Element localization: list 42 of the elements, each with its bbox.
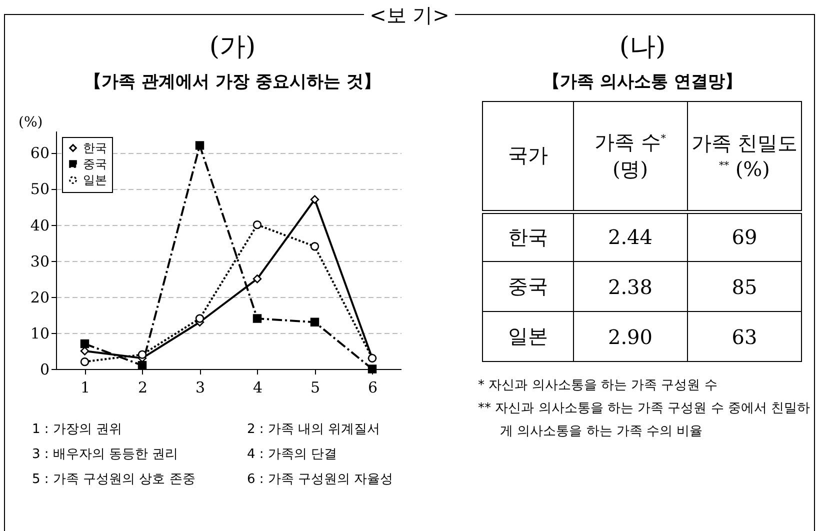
category-label: 중국 [482,262,573,312]
x-tick-label: 4 [252,378,263,396]
text: 5 : 가족 구성원의 상호 존중 [32,471,196,488]
y-tick-label: 40 [30,216,50,234]
text: (나) [618,31,667,64]
text: 2 : 가족 내의 위계질서 [247,421,382,438]
legend-label: 일본 [83,173,107,187]
category-label: 한국 [482,212,573,262]
category-label: 일본 [482,312,573,362]
text: 6 : 가족 구성원의 자율성 [247,471,394,488]
x-tick-label: 3 [195,378,206,396]
legend-label: 중국 [83,157,107,171]
x-tick-label: 5 [310,378,320,396]
text: 국가 [482,102,573,212]
data-label: 2.90 [573,312,688,362]
legend-label: 한국 [83,141,107,155]
text: 【가족 의사소통 연결망】 [542,71,743,93]
y-tick-label: 10 [30,324,50,342]
y-tick-label: 20 [30,288,50,306]
y-axis-title: (%) [18,114,43,130]
y-tick-label: 50 [30,180,50,198]
y-tick-label: 30 [30,252,50,270]
text: 가족 친밀도$^{**}$ (%) [687,102,802,212]
text: 1 : 가장의 권위 [32,421,124,438]
text: ** 자신과 의사소통을 하는 가족 구성원 수 중에서 친밀하게 의사소통을 하는 가족 수의 비율 [478,400,812,441]
chart-subtitle: 【가족 관계에서 가장 중요시하는 것】 [84,71,382,93]
data-label: 2.38 [573,262,688,312]
x-tick-label: 1 [80,378,90,396]
text: <보 기> [364,3,456,27]
data-label: 85 [687,262,802,312]
x-tick-label: 2 [138,378,148,396]
y-tick-label: 60 [30,144,50,162]
text: * 자신과 의사소통을 하는 가족 구성원 수 [478,377,718,395]
text: 3 : 배우자의 동등한 권리 [32,446,180,463]
data-label: 69 [687,212,802,262]
x-tick-label: 6 [368,378,378,396]
text: 4 : 가족의 단결 [247,446,338,463]
data-label: 2.44 [573,212,688,262]
data-label: 63 [687,312,802,362]
y-tick-label: 0 [40,360,50,378]
chart-title: (가) [208,31,257,64]
text: 가족 수$^{*}$ (명) [594,130,666,181]
